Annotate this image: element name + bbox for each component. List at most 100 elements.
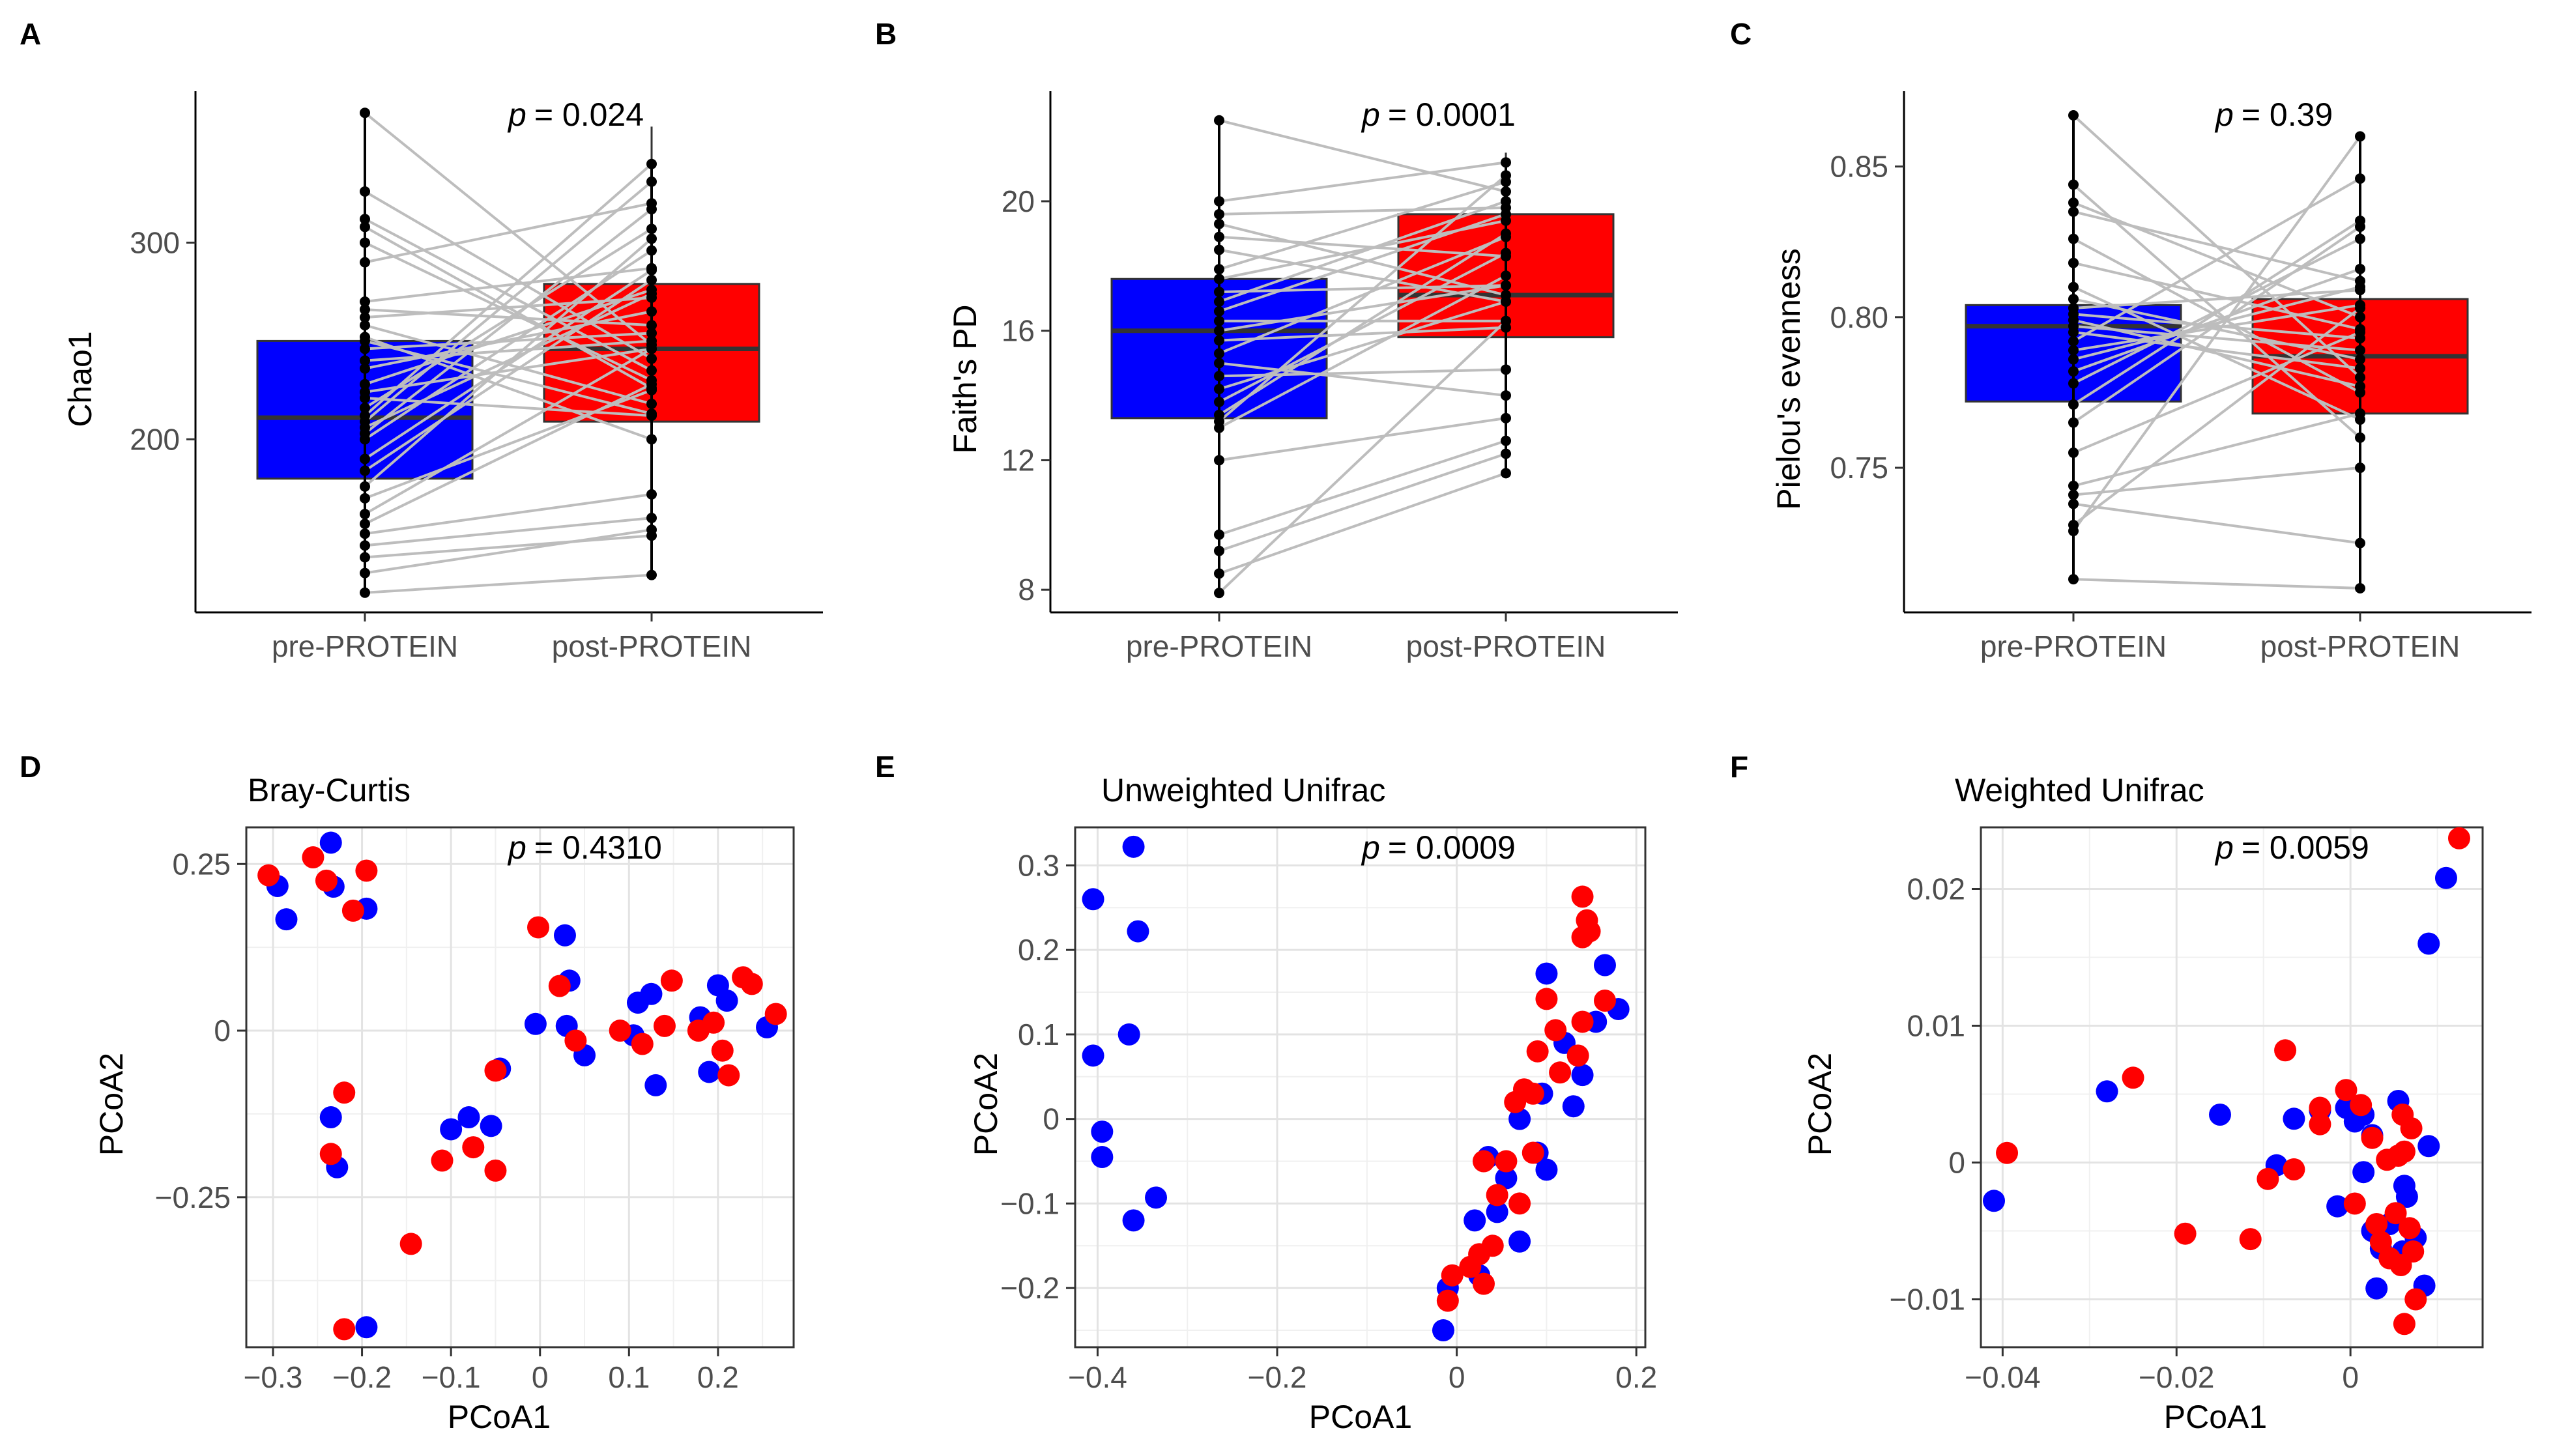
panel-a-point-pre	[360, 540, 370, 551]
panel-b-pair-line	[1219, 206, 1507, 216]
panel-c-y-axis-title: Pielou's evenness	[1770, 248, 1807, 509]
panel-b-pair-line	[1219, 452, 1507, 552]
panel-e-point-post	[1522, 1082, 1544, 1105]
panel-a-p-value: p = 0.024	[507, 96, 644, 133]
panel-c-point-post	[2355, 432, 2365, 443]
panel-e-point-post	[1535, 988, 1558, 1010]
panel-b-point-post	[1501, 248, 1511, 259]
panel-f-point-pre	[2417, 932, 2440, 955]
panel-d-point-post	[355, 859, 378, 882]
panel-b-point-pre	[1214, 455, 1224, 466]
panel-d-point-post	[399, 1233, 422, 1255]
panel-a-pair-line	[364, 347, 652, 515]
panel-f-point-post	[2393, 1313, 2416, 1335]
panel-a-point-post	[646, 343, 657, 354]
panel-b-x-category-pre: pre-PROTEIN	[1126, 629, 1312, 663]
panel-f-point-pre	[2326, 1195, 2349, 1218]
panel-a-pair-line	[364, 289, 652, 386]
panel-f-x-tick-label: −0.04	[1965, 1360, 2040, 1394]
panel-c-pair-line	[2073, 304, 2361, 352]
panel-e-y-tick-label: 0.3	[1018, 848, 1060, 882]
panel-a: A 200 300 Chao1 p = 0.024 pre-PROTEIN post…	[20, 17, 823, 663]
panel-a-point-pre	[360, 552, 370, 563]
panel-a-point-post	[646, 245, 657, 256]
panel-b-point-pre	[1214, 384, 1224, 395]
panel-c-point-pre	[2068, 498, 2079, 509]
panel-e-title: Unweighted Unifrac	[1101, 772, 1385, 808]
panel-c-point-pre	[2068, 206, 2079, 217]
panel-a-pair-line	[364, 573, 652, 594]
panel-a-point-pre	[360, 214, 370, 225]
panel-e-point-pre	[1432, 1319, 1454, 1342]
panel-f-point-post	[2393, 1140, 2416, 1163]
panel-c-point-pre	[2068, 574, 2079, 585]
panel-b-point-post	[1501, 364, 1511, 375]
panel-e-x-axis-title: PCoA1	[1309, 1399, 1412, 1435]
panel-e-point-pre	[1535, 1158, 1558, 1181]
panel-a-point-pre	[360, 335, 370, 347]
panel-c-x-category-pre: pre-PROTEIN	[1980, 629, 2167, 663]
panel-a-point-post	[646, 399, 657, 409]
panel-e-y-tick-label: 0.1	[1018, 1018, 1060, 1051]
panel-f-point-post	[2369, 1231, 2392, 1253]
panel-a-pair-line	[364, 266, 652, 304]
panel-b-point-post	[1501, 296, 1511, 307]
panel-f-point-post	[1996, 1141, 2019, 1164]
panel-c-pair-line	[2073, 237, 2361, 394]
panel-d-point-post	[702, 1011, 725, 1034]
panel-e-point-pre	[1535, 962, 1558, 985]
panel-a-point-pre	[360, 378, 370, 390]
panel-b-pair-line	[1219, 235, 1507, 258]
panel-b-pair-line	[1219, 251, 1507, 403]
panel-b-point-pre	[1214, 218, 1224, 229]
panel-f-panel-border	[1980, 826, 2484, 1349]
panel-d-point-post	[333, 1081, 356, 1104]
panel-c-point-post	[2355, 583, 2365, 594]
panel-b-point-post	[1501, 208, 1511, 220]
panel-e-point-post	[1441, 1264, 1464, 1287]
panel-c-point-post	[2355, 354, 2365, 365]
panel-c-pair-line	[2073, 289, 2361, 309]
panel-d-point-pre	[524, 1012, 547, 1035]
panel-b-pair-line	[1219, 439, 1507, 536]
panel-d-point-pre	[553, 924, 576, 947]
panel-a-point-post	[646, 223, 657, 235]
panel-b: B 8 12 16 20 Faith's PD p = 0.0001 pre-PROTE…	[875, 17, 1678, 663]
panel-c-pair-line	[2073, 210, 2361, 283]
panel-a-point-post	[646, 233, 657, 244]
panel-b-pair-line	[1219, 300, 1507, 391]
panel-f-point-pre	[2434, 866, 2457, 889]
panel-a-point-pre	[360, 392, 370, 403]
panel-f-x-tick-label: 0	[2342, 1360, 2359, 1394]
panel-b-point-pre	[1214, 296, 1224, 307]
panel-e-point-pre	[1122, 1209, 1145, 1232]
panel-b-point-pre	[1214, 315, 1224, 326]
panel-a-pair-line	[364, 528, 652, 575]
panel-e-point-pre	[1091, 1146, 1114, 1169]
panel-f-plot-area: −0.04 −0.02 0 −0.01 0 0.01 0.02	[1890, 826, 2484, 1394]
panel-a-point-pre	[360, 237, 370, 248]
panel-a-pair-line	[364, 383, 652, 525]
panel-b-plot-area: 8 12 16 20	[1002, 91, 1678, 621]
panel-c-point-pre	[2068, 489, 2079, 500]
panel-b-pair-line	[1218, 232, 1507, 416]
panel-c-point-pre	[2068, 326, 2079, 337]
panel-d-point-post	[257, 864, 280, 887]
panel-e-point-pre	[1486, 1201, 1508, 1223]
panel-d-x-tick-label: −0.1	[422, 1360, 481, 1394]
panel-b-point-post	[1501, 228, 1511, 239]
panel-f-point-post	[2400, 1117, 2423, 1139]
panel-b-pair-line	[1218, 320, 1507, 594]
panel-d-y-axis-title: PCoA2	[93, 1053, 130, 1156]
panel-b-point-post	[1501, 170, 1511, 181]
panel-f-title: Weighted Unifrac	[1955, 772, 2204, 808]
panel-d-x-tick-label: 0.1	[608, 1360, 650, 1394]
panel-d-y-tick-label: 0.25	[172, 847, 231, 881]
panel-a-pair-line	[364, 347, 652, 393]
panel-c-point-post	[2355, 463, 2365, 474]
panel-f-point-post	[2402, 1240, 2425, 1263]
panel-b-pair-line	[1219, 326, 1507, 342]
panel-a-point-post	[646, 264, 657, 276]
panel-c-point-pre	[2068, 399, 2079, 410]
panel-c-point-pre	[2068, 366, 2079, 377]
